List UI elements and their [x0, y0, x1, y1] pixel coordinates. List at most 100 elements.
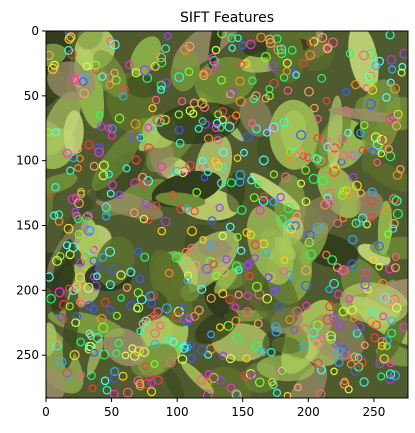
- keypoint-circle: [249, 193, 259, 203]
- keypoint-circle: [356, 189, 365, 198]
- keypoint-circle: [218, 231, 227, 241]
- keypoint-circle: [72, 312, 82, 321]
- keypoint-circle: [285, 270, 295, 280]
- keypoint-circle: [122, 283, 132, 292]
- keypoint-circle: [194, 305, 204, 315]
- keypoint-circle: [383, 342, 391, 350]
- keypoint-circle: [285, 221, 295, 230]
- keypoint-circle: [384, 145, 393, 154]
- keypoint-circle: [176, 204, 186, 214]
- keypoint-circle: [258, 196, 269, 206]
- keypoint-circle: [338, 306, 349, 317]
- keypoint-circle: [164, 335, 173, 344]
- keypoint-circle: [339, 345, 348, 354]
- keypoint-circle: [262, 128, 271, 137]
- keypoint-circle: [296, 147, 305, 156]
- keypoint-circle: [326, 331, 337, 342]
- keypoint-circle: [86, 371, 96, 381]
- keypoint-circle: [90, 60, 101, 70]
- keypoint-circle: [282, 67, 291, 76]
- keypoint-circle: [83, 211, 93, 221]
- keypoint-circle: [148, 124, 157, 133]
- keypoint-circle: [89, 161, 99, 171]
- keypoint-circle: [218, 288, 228, 299]
- keypoint-circle: [379, 354, 389, 364]
- keypoint-circle: [347, 151, 357, 160]
- keypoint-circle: [384, 296, 394, 306]
- keypoint-circle: [163, 32, 172, 41]
- keypoint-circle: [277, 366, 286, 375]
- keypoint-circle: [268, 61, 278, 72]
- foliage-blob: [208, 31, 223, 70]
- keypoint-circle: [121, 351, 130, 360]
- keypoint-circle: [235, 170, 246, 181]
- keypoint-circle: [248, 119, 257, 128]
- keypoint-circle: [327, 255, 338, 265]
- keypoint-circle: [51, 182, 60, 192]
- keypoint-circle: [367, 84, 378, 95]
- keypoint-circle: [242, 307, 253, 318]
- keypoint-circle: [231, 390, 242, 398]
- keypoint-circle: [285, 315, 295, 325]
- keypoint-circle: [389, 113, 398, 122]
- axes-frame: [45, 30, 409, 399]
- keypoint-circle: [382, 93, 391, 102]
- x-tick-label: 200: [297, 405, 320, 419]
- x-tick-label: 250: [362, 405, 385, 419]
- keypoint-circle: [215, 203, 224, 212]
- foliage-blob: [284, 363, 328, 398]
- keypoint-circle: [240, 371, 250, 381]
- keypoint-circle: [116, 270, 126, 280]
- keypoint-circle: [345, 295, 354, 303]
- keypoint-circle: [344, 128, 353, 137]
- foliage-blob: [77, 31, 103, 50]
- keypoint-circle: [350, 151, 360, 161]
- keypoint-circle: [276, 214, 287, 225]
- keypoint-circle: [399, 48, 408, 59]
- keypoint-circle: [145, 314, 155, 324]
- keypoint-circle: [346, 359, 356, 369]
- keypoint-circle: [392, 121, 402, 131]
- keypoint-circle: [308, 173, 319, 184]
- keypoint-circle: [76, 299, 85, 308]
- keypoint-circle: [129, 208, 139, 218]
- keypoint-circle: [145, 291, 156, 302]
- keypoint-circle: [114, 338, 123, 348]
- keypoint-circle: [290, 326, 299, 335]
- keypoint-circle: [131, 68, 141, 78]
- keypoint-circle: [391, 302, 402, 313]
- keypoint-circle: [89, 304, 98, 314]
- keypoint-circle: [293, 383, 302, 392]
- keypoint-circle: [184, 41, 195, 52]
- keypoint-circle: [292, 71, 300, 79]
- keypoint-circle: [254, 377, 265, 388]
- keypoint-circle: [217, 163, 227, 173]
- keypoint-circle: [157, 85, 166, 94]
- keypoint-circle: [387, 316, 396, 326]
- keypoint-circle: [304, 237, 314, 248]
- keypoint-circle: [228, 44, 237, 52]
- keypoint-circle: [215, 376, 225, 385]
- keypoint-circle: [328, 313, 339, 323]
- keypoint-circle: [175, 138, 185, 148]
- keypoint-circle: [227, 87, 237, 97]
- keypoint-circle: [184, 67, 194, 77]
- keypoint-circle: [92, 66, 101, 75]
- keypoint-circle: [313, 133, 322, 143]
- keypoint-circle: [194, 124, 203, 133]
- keypoint-circle: [98, 253, 108, 262]
- keypoint-circle: [190, 206, 199, 216]
- keypoint-circle: [207, 330, 215, 339]
- foliage-blob: [339, 282, 408, 325]
- keypoint-circle: [161, 303, 172, 314]
- keypoint-circle: [204, 350, 213, 359]
- keypoint-circle: [272, 388, 282, 397]
- keypoint-circle: [105, 305, 115, 315]
- keypoint-circle: [302, 301, 311, 310]
- keypoint-circle: [356, 357, 367, 368]
- keypoint-circle: [76, 297, 86, 307]
- keypoint-circle: [368, 147, 377, 156]
- keypoint-circle: [160, 114, 170, 125]
- foliage-blob: [280, 110, 307, 152]
- keypoint-circle: [71, 193, 81, 203]
